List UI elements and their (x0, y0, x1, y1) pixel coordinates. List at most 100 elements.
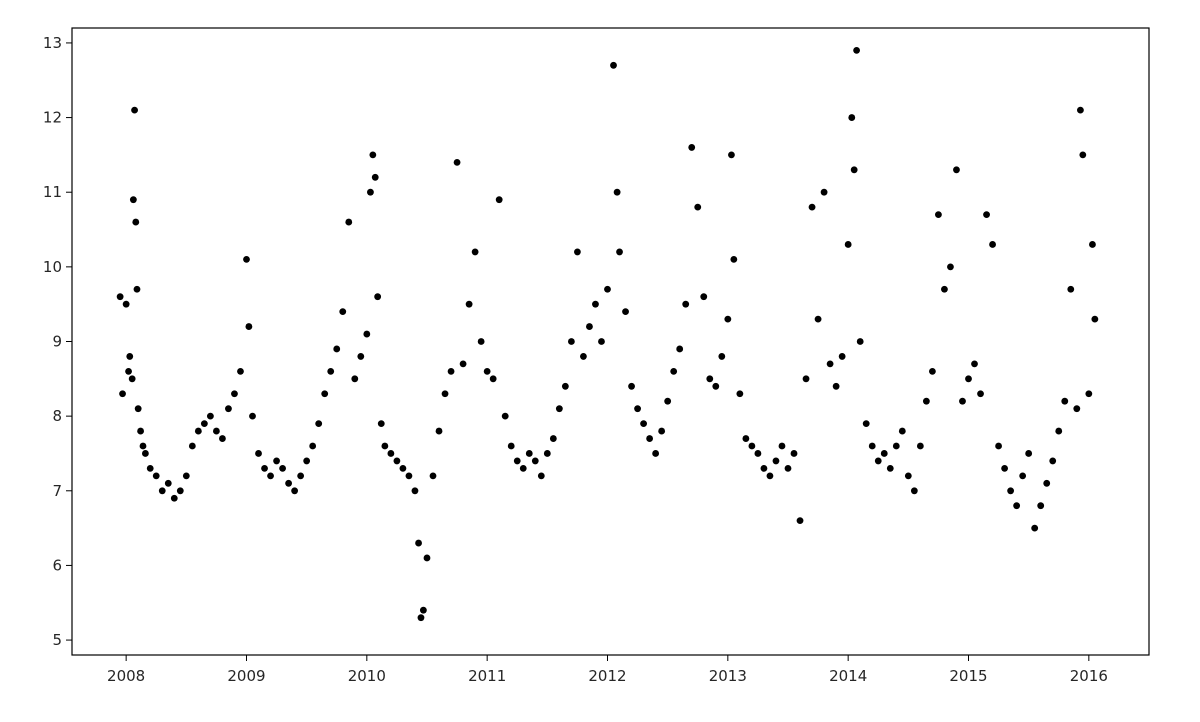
data-point (916, 442, 924, 450)
data-point (977, 390, 984, 398)
data-point (736, 390, 744, 398)
data-point (279, 464, 286, 472)
data-point (610, 61, 617, 69)
y-tick-label: 9 (52, 333, 62, 351)
data-point (555, 405, 563, 413)
data-point (374, 293, 382, 301)
y-tick-label: 5 (52, 631, 62, 649)
y-tick-label: 10 (43, 258, 62, 276)
data-point (369, 151, 377, 159)
data-point (604, 285, 611, 293)
axes-frame (71, 27, 1150, 656)
data-point (489, 375, 497, 383)
data-point (507, 442, 515, 450)
data-point (200, 420, 208, 428)
data-point (880, 450, 888, 457)
data-point (1077, 106, 1084, 114)
data-point (886, 464, 894, 472)
data-point (922, 397, 930, 405)
data-point (652, 450, 660, 457)
data-point (387, 450, 395, 457)
data-point (188, 442, 196, 450)
data-point (1079, 151, 1087, 159)
data-point (129, 196, 137, 204)
data-point (321, 390, 329, 398)
data-point (935, 211, 942, 219)
data-point (381, 442, 389, 450)
data-point (441, 390, 449, 398)
data-point (249, 412, 256, 420)
data-point (176, 487, 184, 495)
data-point (128, 375, 136, 383)
data-point (848, 114, 856, 121)
x-tick-label: 2009 (227, 667, 265, 685)
data-point (778, 442, 786, 450)
x-tick-label: 2014 (829, 667, 867, 685)
y-axis-ticks: 5 6 7 8 9 10 11 12 13 (43, 34, 72, 649)
data-point (853, 46, 860, 54)
y-tick-label: 13 (43, 34, 62, 52)
data-point (435, 427, 443, 435)
data-point (1055, 427, 1063, 435)
data-point (1061, 397, 1069, 405)
data-point (670, 367, 678, 375)
data-point (513, 457, 521, 465)
data-point (1025, 450, 1033, 457)
data-point (1007, 487, 1015, 495)
data-point (261, 464, 268, 472)
data-point (170, 494, 178, 502)
data-point (592, 300, 599, 308)
data-point (357, 353, 365, 360)
plot-area (72, 28, 1149, 655)
data-point (862, 420, 870, 428)
data-point (405, 472, 413, 480)
data-point (688, 144, 696, 151)
data-point (832, 382, 840, 390)
data-point (315, 420, 323, 428)
data-point (598, 338, 605, 345)
y-tick-label: 7 (52, 482, 62, 500)
data-point (131, 106, 138, 114)
data-point (1049, 457, 1057, 465)
data-point (291, 487, 299, 495)
data-point (351, 375, 359, 383)
data-point (898, 427, 906, 435)
data-point (658, 427, 666, 435)
data-point (453, 158, 461, 166)
y-tick-label: 12 (43, 109, 62, 127)
data-point (622, 308, 629, 316)
data-point (929, 367, 936, 375)
data-point (519, 464, 527, 472)
data-point (243, 255, 250, 263)
data-point (303, 457, 311, 465)
data-point (429, 472, 437, 480)
data-point (182, 472, 190, 480)
data-point (417, 614, 425, 622)
data-point (495, 196, 503, 204)
data-point (586, 323, 593, 330)
data-point (1037, 502, 1045, 510)
data-point (164, 479, 172, 487)
y-tick-label: 6 (52, 556, 62, 574)
data-point (712, 382, 720, 390)
data-point (1089, 241, 1096, 248)
data-point (309, 442, 317, 450)
data-point (983, 211, 990, 219)
data-point (640, 420, 647, 428)
data-point (754, 450, 762, 457)
data-point (477, 338, 485, 345)
data-point (989, 241, 996, 248)
data-point (700, 293, 708, 301)
data-point (459, 360, 467, 368)
data-point (1001, 464, 1008, 472)
data-point (728, 151, 735, 159)
data-point (574, 248, 581, 256)
data-point (465, 300, 473, 308)
data-point (784, 464, 792, 472)
data-point (910, 487, 918, 495)
data-point (125, 367, 132, 375)
data-point (501, 412, 509, 420)
data-point (483, 367, 491, 375)
data-point (694, 203, 702, 211)
data-point (139, 442, 147, 450)
